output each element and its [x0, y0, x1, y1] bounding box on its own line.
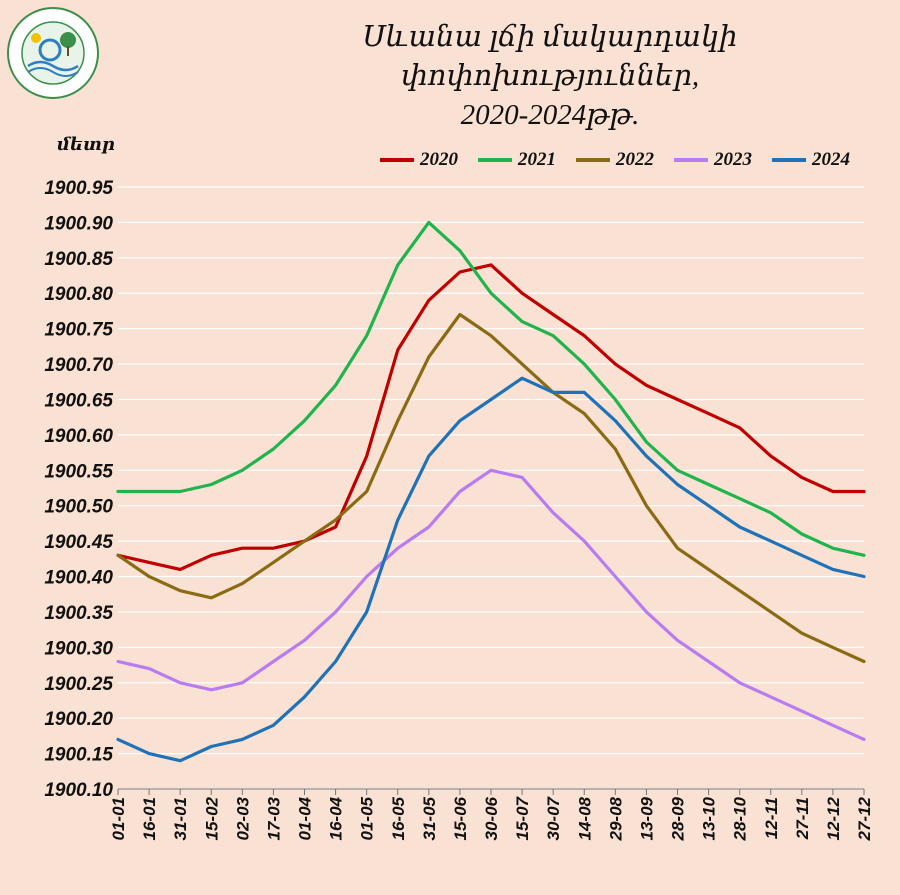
legend-item-2024: 2024 [772, 149, 850, 171]
y-tick-label: 1900.40 [44, 568, 113, 589]
x-tick-label: 31-01 [171, 797, 190, 840]
x-tick-label: 01-01 [109, 797, 128, 840]
legend-label: 2024 [812, 149, 850, 170]
x-tick-label: 15-02 [202, 796, 221, 840]
legend-item-2023: 2023 [674, 149, 752, 171]
series-line-2024 [116, 376, 866, 763]
x-tick-label: 15-06 [451, 796, 470, 840]
chart-gridlines [118, 186, 864, 790]
x-tick-label: 13-09 [637, 796, 656, 840]
legend-swatch [772, 158, 806, 162]
x-tick-label: 01-04 [296, 796, 315, 840]
y-axis-tick-labels: 1900.95 1900.90 1900.85 1900.80 1900.75 1900.… [44, 178, 113, 801]
y-tick-label: 1900.10 [44, 780, 113, 801]
y-tick-label: 1900.85 [44, 249, 113, 270]
x-tick-label: 17-03 [264, 796, 283, 840]
x-tick-label: 27-12 [855, 796, 874, 841]
y-tick-label: 1900.20 [44, 709, 113, 730]
y-tick-label: 1900.65 [44, 390, 113, 411]
x-axis-tick-labels: 01-01 16-01 31-01 15-02 02-03 17-03 01-04 16-04… [109, 795, 874, 841]
legend-label: 2022 [616, 149, 654, 170]
chart-title-line-1: Սևանա լճի մակարդակի փոփոխություններ, [362, 21, 738, 92]
x-tick-label: 15-07 [513, 795, 532, 840]
legend-swatch [380, 158, 414, 162]
legend-label: 2023 [714, 149, 752, 170]
x-tick-label: 30-07 [544, 795, 563, 840]
y-tick-label: 1900.80 [44, 284, 113, 305]
y-tick-label: 1900.45 [44, 532, 113, 553]
hydromet-center-logo [6, 6, 100, 100]
legend-item-2020: 2020 [380, 149, 458, 171]
y-tick-label: 1900.60 [44, 426, 113, 447]
x-tick-label: 16-04 [327, 796, 346, 840]
x-tick-label: 27-11 [793, 797, 812, 840]
x-axis [117, 788, 865, 795]
x-tick-label: 14-08 [575, 796, 594, 840]
series-line-2020 [116, 263, 866, 571]
legend-swatch [674, 158, 708, 162]
legend-label: 2020 [420, 149, 458, 170]
legend-swatch [576, 158, 610, 162]
y-tick-label: 1900.15 [44, 745, 113, 766]
chart-series-lines [116, 220, 866, 763]
x-tick-label: 30-06 [482, 796, 501, 840]
x-tick-label: 28-10 [731, 796, 750, 841]
legend-item-2021: 2021 [478, 149, 556, 171]
x-tick-label: 13-10 [700, 796, 719, 840]
chart-title: Սևանա լճի մակարդակի փոփոխություններ, 202… [230, 18, 870, 135]
legend-label: 2021 [518, 149, 556, 170]
series-line-2023 [116, 468, 866, 741]
x-tick-label: 28-09 [669, 796, 688, 841]
x-tick-label: 12-12 [824, 796, 843, 840]
x-tick-label: 16-05 [389, 796, 408, 840]
y-tick-label: 1900.70 [44, 355, 113, 376]
y-axis-unit-label: մետր [57, 134, 115, 154]
x-tick-label: 12-11 [762, 797, 781, 839]
chart-legend: 2020 2021 2022 2023 2024 [380, 147, 870, 173]
y-tick-label: 1900.25 [44, 674, 113, 695]
legend-swatch [478, 158, 512, 162]
y-tick-label: 1900.50 [44, 497, 113, 518]
x-tick-label: 29-08 [606, 796, 625, 841]
x-tick-label: 01-05 [358, 796, 377, 840]
x-tick-label: 02-03 [233, 796, 252, 840]
x-tick-label: 16-01 [140, 797, 159, 840]
legend-item-2022: 2022 [576, 149, 654, 171]
chart-title-line-2: 2020-2024թթ. [460, 99, 640, 131]
y-tick-label: 1900.30 [44, 638, 113, 659]
y-tick-label: 1900.55 [44, 461, 113, 482]
y-tick-label: 1900.95 [44, 178, 113, 199]
y-tick-label: 1900.75 [44, 320, 113, 341]
y-tick-label: 1900.90 [44, 213, 113, 234]
x-tick-label: 31-05 [420, 796, 439, 840]
series-line-2022 [116, 312, 866, 664]
y-tick-label: 1900.35 [44, 603, 113, 624]
